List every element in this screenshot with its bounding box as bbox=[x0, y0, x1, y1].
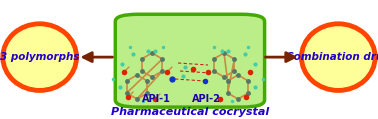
Ellipse shape bbox=[3, 24, 77, 90]
FancyBboxPatch shape bbox=[115, 14, 265, 107]
Text: Combination drug: Combination drug bbox=[286, 52, 378, 62]
Ellipse shape bbox=[301, 24, 375, 90]
Text: API-1: API-1 bbox=[143, 94, 171, 104]
Text: Pharmaceutical cocrystal: Pharmaceutical cocrystal bbox=[111, 107, 269, 117]
Text: 3 polymorphs: 3 polymorphs bbox=[0, 52, 79, 62]
Text: API-2: API-2 bbox=[192, 94, 220, 104]
